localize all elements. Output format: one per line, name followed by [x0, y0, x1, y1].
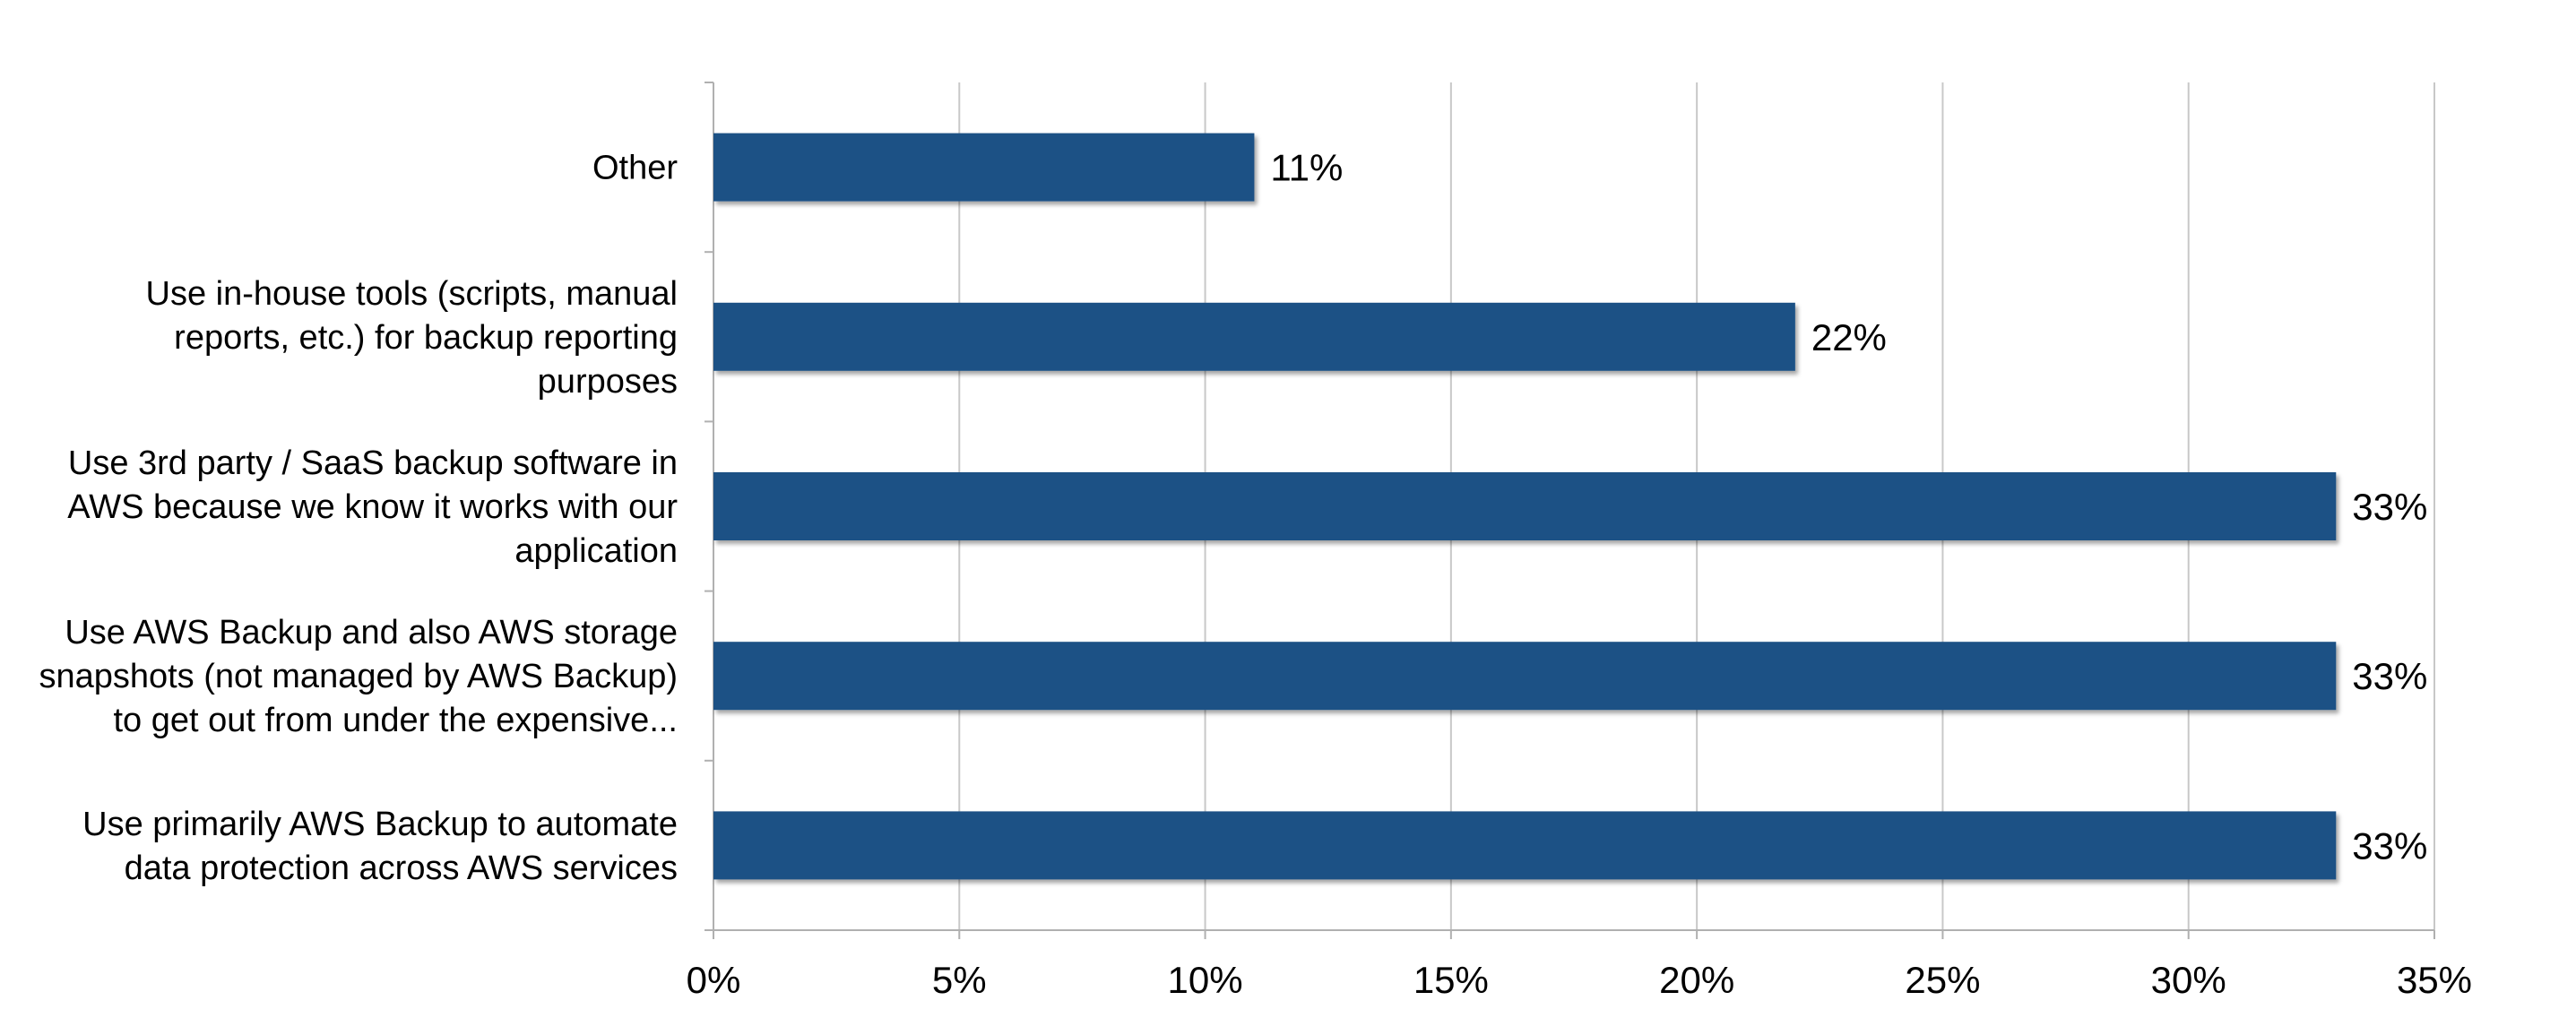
category-label: reports, etc.) for backup reporting	[174, 319, 678, 357]
x-tick-label: 20%	[1659, 959, 1734, 1001]
x-tick-label: 35%	[2397, 959, 2472, 1001]
bar-value-label: 33%	[2352, 655, 2427, 697]
category-label: purposes	[538, 363, 678, 401]
bar	[713, 302, 1795, 371]
labels: 0% 5% 10% 15% 20% 25% 30% 35% 11% Other 22% Use in-…	[39, 147, 2472, 1001]
x-tick-label: 30%	[2151, 959, 2226, 1001]
bar-value-label: 33%	[2352, 486, 2427, 528]
bar	[713, 472, 2337, 540]
bar-value-label: 11%	[1270, 147, 1343, 189]
category-label: Use 3rd party / SaaS backup software in	[68, 444, 678, 482]
x-tick-label: 5%	[932, 959, 987, 1001]
category-label: to get out from under the expensive...	[114, 702, 679, 739]
x-tick-label: 0%	[687, 959, 741, 1001]
category-label: Use primarily AWS Backup to automate	[82, 806, 678, 843]
bar	[713, 811, 2337, 880]
category-label: Use in-house tools (scripts, manual	[146, 275, 678, 313]
category-label: snapshots (not managed by AWS Backup)	[39, 658, 678, 695]
bar	[713, 133, 1255, 202]
category-label: data protection across AWS services	[125, 850, 678, 887]
bar-value-label: 22%	[1811, 316, 1887, 358]
axes	[705, 82, 2435, 939]
category-label: AWS because we know it works with our	[67, 488, 678, 526]
x-tick-label: 25%	[1905, 959, 1980, 1001]
category-label: Other	[592, 150, 678, 187]
bar-value-label: 33%	[2352, 824, 2427, 867]
x-tick-label: 15%	[1413, 959, 1489, 1001]
bar	[713, 642, 2337, 711]
category-label: Use AWS Backup and also AWS storage	[65, 614, 678, 651]
x-tick-label: 10%	[1168, 959, 1243, 1001]
category-label: application	[514, 532, 678, 570]
bars	[713, 133, 2337, 880]
